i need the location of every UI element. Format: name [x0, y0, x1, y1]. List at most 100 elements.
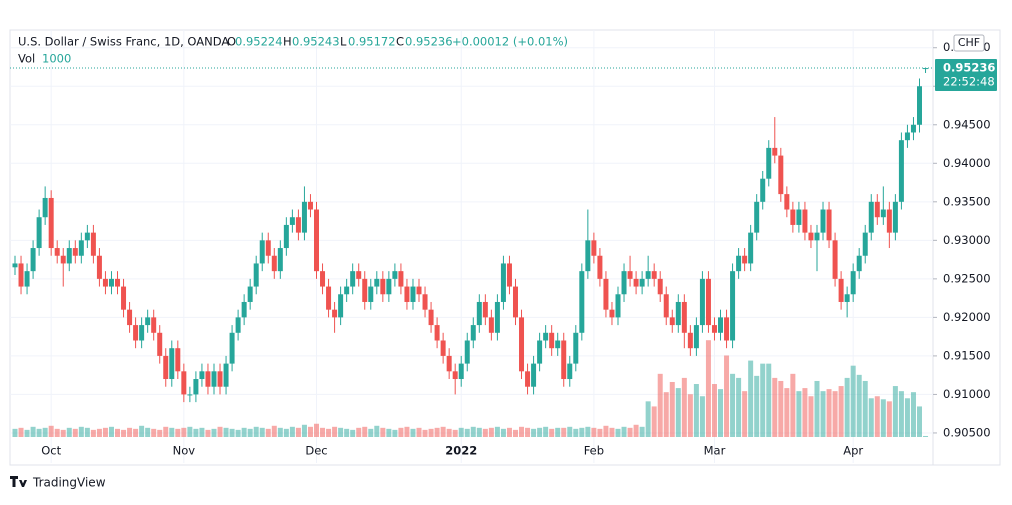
- volume-bar: [742, 391, 748, 437]
- candle-body: [42, 197, 48, 218]
- candle-body: [283, 224, 289, 249]
- candle-body: [766, 147, 772, 179]
- candle-body: [760, 178, 766, 202]
- candle-body: [422, 294, 428, 310]
- volume-pane: [12, 340, 929, 437]
- volume-bar: [283, 428, 289, 437]
- candle-body: [175, 348, 181, 372]
- candle-body: [314, 209, 319, 272]
- candle-body: [247, 286, 253, 302]
- volume-bar: [217, 426, 223, 437]
- last-price-badge: [935, 59, 997, 92]
- candle-body: [711, 325, 717, 333]
- candle-body: [90, 232, 96, 256]
- volume-bar: [555, 427, 561, 437]
- volume-bar: [543, 426, 549, 437]
- volume-bar: [205, 429, 211, 437]
- volume-bar: [163, 426, 169, 437]
- candle-body: [591, 240, 597, 256]
- volume-bar: [784, 388, 790, 437]
- candle-body: [289, 217, 295, 225]
- candle-body: [904, 132, 910, 141]
- candle-body: [687, 332, 693, 349]
- volume-bar: [187, 426, 193, 437]
- volume-bar: [428, 428, 434, 437]
- volume-bar: [531, 428, 537, 437]
- candle-body: [525, 371, 531, 387]
- y-tick-label: 0.91000: [943, 387, 991, 401]
- candle-body: [332, 309, 338, 318]
- volume-bar: [718, 389, 724, 437]
- candle-body: [645, 271, 651, 279]
- candle-body: [127, 309, 133, 326]
- volume-bar: [235, 429, 241, 437]
- candle-body: [633, 278, 639, 287]
- volume-bar: [301, 424, 307, 437]
- candle-body: [440, 340, 446, 356]
- currency: CHF: [958, 36, 980, 49]
- candle-body: [748, 232, 754, 264]
- volume-bar: [66, 427, 72, 437]
- candle-body: [199, 371, 205, 380]
- candle-body: [494, 301, 500, 333]
- volume-bar: [464, 428, 470, 437]
- candle-body: [108, 278, 114, 287]
- candle-body: [488, 317, 494, 333]
- volume-bar: [663, 392, 669, 437]
- legend: U.S. Dollar / Swiss Franc, 1D, OANDA O 0…: [18, 35, 568, 66]
- candle-body: [826, 209, 832, 241]
- candle-body: [669, 317, 675, 326]
- volume-bar: [790, 373, 796, 437]
- volume-bar: [500, 428, 506, 437]
- volume-bar: [344, 428, 350, 437]
- candle-body: [790, 209, 796, 225]
- volume-bar: [603, 425, 609, 437]
- candle-body: [404, 286, 410, 302]
- candle-body: [784, 194, 790, 210]
- volume-bar: [60, 429, 66, 437]
- volume-bar: [621, 426, 627, 437]
- volume-bar: [332, 426, 338, 437]
- volume-bar: [923, 435, 929, 437]
- volume-bar: [705, 340, 711, 437]
- volume-bar: [892, 386, 898, 437]
- x-tick-label: Apr: [843, 444, 863, 458]
- volume-bar: [585, 426, 591, 437]
- candle-body: [500, 263, 506, 302]
- y-tick-label: 0.93500: [943, 194, 991, 208]
- volume-bar: [314, 423, 319, 437]
- candle-body: [778, 155, 784, 195]
- volume-bar: [434, 427, 440, 437]
- close-value: 0.95236: [405, 35, 453, 49]
- volume-bar: [18, 427, 24, 437]
- volume-bar: [271, 425, 277, 437]
- candle-body: [898, 140, 904, 202]
- candle-body: [838, 278, 844, 302]
- volume-bar: [808, 396, 814, 437]
- volume-bar: [30, 426, 36, 437]
- candle-body: [917, 86, 922, 125]
- volume-bar: [84, 427, 90, 437]
- volume-bar: [127, 427, 133, 437]
- currency-badge[interactable]: [953, 34, 985, 52]
- volume-bar: [362, 426, 368, 437]
- volume-bar: [675, 388, 681, 437]
- candle-body: [796, 209, 802, 225]
- y-tick-label: 0.94500: [943, 117, 991, 131]
- candle-body: [832, 240, 838, 279]
- candle-body: [482, 301, 488, 318]
- volume-bar: [247, 428, 253, 437]
- candle-body: [96, 255, 102, 279]
- candle-body: [555, 340, 561, 349]
- candle-body: [693, 325, 699, 349]
- candle-body: [892, 201, 898, 233]
- candle-body: [597, 255, 603, 279]
- candle-body: [320, 271, 326, 287]
- candle-body: [663, 294, 669, 318]
- candle-body: [48, 197, 54, 249]
- close-label: C: [396, 35, 404, 49]
- volume-bar: [904, 398, 910, 437]
- candle-body: [657, 278, 663, 295]
- volume-bar: [295, 427, 301, 437]
- candle-body: [139, 325, 145, 341]
